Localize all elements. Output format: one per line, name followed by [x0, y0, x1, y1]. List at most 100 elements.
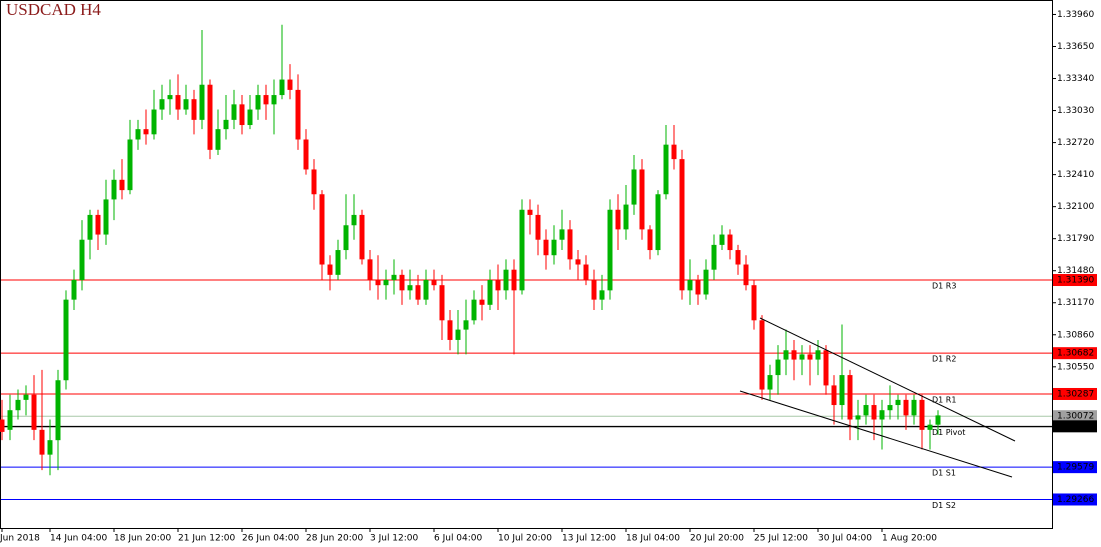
candle-body	[495, 280, 501, 291]
x-tick-label: 20 Jul 20:00	[690, 534, 744, 544]
candle-body	[735, 250, 741, 265]
candle-body	[151, 109, 157, 135]
candle-body	[871, 405, 877, 420]
candle-body	[295, 89, 301, 140]
candle-body	[359, 214, 365, 260]
level-label: D1 R1	[932, 395, 956, 404]
candle-body	[847, 375, 853, 420]
candle-body	[887, 405, 893, 411]
candle-body	[159, 99, 165, 110]
x-tick-label: 25 Jul 12:00	[754, 534, 808, 544]
candle-body	[551, 239, 557, 256]
candle-body	[311, 169, 317, 195]
candle-body	[327, 264, 333, 275]
candle-body	[655, 194, 661, 251]
candle-body	[783, 350, 789, 360]
x-tick-label: 28 Jun 20:00	[306, 534, 363, 544]
price-tag-label: 1.30287	[1057, 389, 1094, 399]
candle-body	[567, 229, 573, 260]
candle-body	[807, 354, 813, 360]
candle-body	[431, 280, 437, 286]
y-tick-label: 1.30860	[1057, 330, 1094, 340]
candle-body	[319, 194, 325, 265]
candle-body	[631, 169, 637, 205]
price-tag-label: 1.29974	[1057, 422, 1094, 432]
candle-body	[423, 280, 429, 300]
candle-body	[407, 285, 413, 291]
candle-body	[559, 229, 565, 240]
candle-body	[263, 95, 269, 105]
price-tag	[1053, 420, 1097, 433]
candle-body	[487, 280, 493, 305]
candle-body	[95, 214, 101, 235]
candle-body	[519, 209, 525, 291]
candle-body	[31, 394, 37, 430]
x-tick-label: 10 Jul 20:00	[498, 534, 552, 544]
y-tick-label: 1.32410	[1057, 170, 1094, 180]
candle-body	[623, 204, 629, 230]
candle-body	[383, 280, 389, 286]
y-tick-label: 1.33650	[1057, 42, 1094, 52]
candle-body	[663, 144, 669, 195]
y-tick-label: 1.33960	[1057, 10, 1094, 20]
y-tick-label: 1.31170	[1057, 298, 1094, 308]
candle-body	[511, 269, 517, 291]
candle-body	[719, 234, 725, 245]
candle-body	[583, 264, 589, 281]
candle-body	[639, 169, 645, 230]
candle-body	[287, 79, 293, 90]
candle-body	[247, 109, 253, 126]
candle-body	[799, 354, 805, 360]
candle-body	[791, 350, 797, 360]
candle-body	[239, 104, 245, 126]
level-label: D1 R3	[932, 282, 956, 291]
candle-body	[175, 95, 181, 110]
candle-body	[399, 274, 405, 291]
candle-body	[743, 264, 749, 286]
candle-body	[647, 229, 653, 251]
candle-body	[911, 399, 917, 416]
y-tick-label: 1.31480	[1057, 266, 1094, 276]
candle-body	[23, 394, 29, 400]
candle-body	[935, 415, 941, 425]
trend-line	[739, 390, 1013, 478]
candle-body	[919, 399, 925, 430]
candle-body	[823, 350, 829, 386]
candle-body	[215, 129, 221, 150]
candle-body	[543, 239, 549, 256]
candle-body	[415, 285, 421, 300]
candle-body	[839, 375, 845, 406]
candle-body	[127, 139, 133, 191]
candle-body	[335, 250, 341, 275]
price-tag-label: 1.29266	[1057, 495, 1094, 505]
y-tick-label: 1.31790	[1057, 234, 1094, 244]
candle-body	[527, 209, 533, 215]
x-tick-label: 14 Jun 04:00	[50, 534, 107, 544]
candle-body	[831, 385, 837, 406]
candle-body	[0, 419, 5, 432]
candle-body	[575, 259, 581, 265]
candle-body	[863, 405, 869, 416]
candle-body	[391, 274, 397, 281]
candle-body	[207, 84, 213, 150]
candle-body	[703, 269, 709, 295]
x-tick-label: 18 Jun 20:00	[114, 534, 171, 544]
candle-body	[87, 214, 93, 240]
plot-frame	[0, 0, 1053, 529]
candle-body	[727, 234, 733, 251]
x-tick-label: 26 Jun 04:00	[242, 534, 299, 544]
candle-body	[191, 99, 197, 120]
candle-body	[855, 415, 861, 420]
candle-body	[607, 209, 613, 291]
candle-body	[903, 399, 909, 416]
candle-body	[119, 179, 125, 191]
plot-area: D1 R3 D1 R2 D1 R1 D1 Pivot D1 S1 D1 S2	[0, 24, 1052, 510]
candle-body	[447, 320, 453, 340]
candle-body	[255, 95, 261, 110]
trend-line	[759, 317, 1016, 442]
candle-body	[167, 95, 173, 100]
candle-body	[303, 139, 309, 170]
candle-body	[479, 299, 485, 305]
candle-body	[879, 410, 885, 420]
